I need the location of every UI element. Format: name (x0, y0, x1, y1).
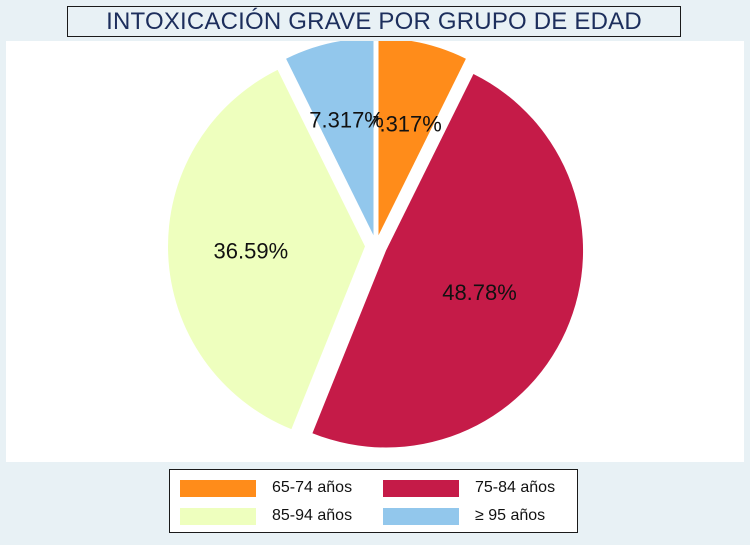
legend-label-0: 65-74 años (272, 479, 353, 496)
legend-item-1: 75-84 años (383, 479, 555, 497)
pie-slice-2 (168, 69, 366, 430)
legend-swatch-2 (180, 507, 256, 525)
legend-label-3: ≥ 95 años (475, 507, 546, 524)
legend-item-3: ≥ 95 años (383, 507, 545, 525)
legend-item-0: 65-74 años (180, 479, 352, 497)
legend-swatch-3 (383, 507, 459, 525)
pie-chart: 7.317% 48.78% 36.59% 7.317% (168, 41, 584, 448)
legend-swatch-1 (383, 479, 459, 497)
legend-swatch-0 (180, 479, 256, 497)
pie-slice-3 (286, 41, 374, 236)
slice-label-3: 7.317% (309, 108, 384, 133)
legend-label-2: 85-94 años (272, 507, 353, 524)
slice-label-0: 7.317% (367, 112, 442, 137)
legend-label-1: 75-84 años (475, 479, 556, 496)
legend-item-2: 85-94 años (180, 507, 352, 525)
chart-title: INTOXICACIÓN GRAVE POR GRUPO DE EDAD (67, 6, 681, 37)
pie-slice-0 (378, 41, 466, 236)
slice-label-2: 36.59% (214, 238, 289, 263)
plot-region: 7.317% 48.78% 36.59% 7.317% (6, 41, 744, 462)
legend: 65-74 años 75-84 años 85-94 años ≥ 95 añ… (169, 469, 578, 533)
slice-label-1: 48.78% (442, 280, 517, 305)
pie-slice-1 (312, 73, 584, 448)
